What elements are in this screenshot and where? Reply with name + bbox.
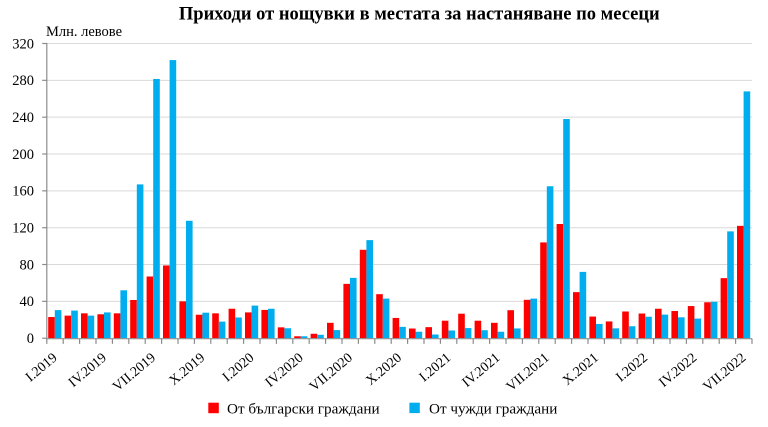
svg-text:320: 320 — [12, 36, 34, 52]
svg-text:80: 80 — [20, 257, 35, 273]
svg-text:0: 0 — [27, 331, 34, 347]
svg-text:От чужди граждани: От чужди граждани — [429, 400, 557, 417]
svg-text:200: 200 — [12, 147, 34, 163]
svg-text:Млн. левове: Млн. левове — [46, 24, 122, 40]
svg-text:240: 240 — [12, 110, 34, 126]
svg-text:120: 120 — [12, 220, 34, 236]
svg-text:Приходи от нощувки в местата з: Приходи от нощувки в местата за настаняв… — [179, 5, 660, 25]
svg-text:От български граждани: От български граждани — [227, 400, 380, 417]
svg-text:280: 280 — [12, 73, 34, 89]
svg-text:160: 160 — [12, 184, 34, 200]
svg-text:40: 40 — [20, 294, 35, 310]
